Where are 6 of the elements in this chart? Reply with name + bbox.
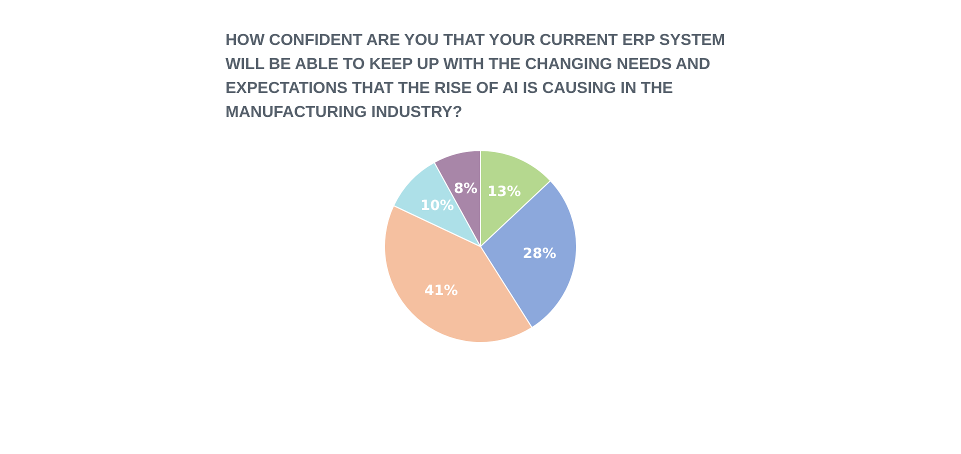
data-label: 28%	[522, 246, 556, 262]
data-label: 13%	[487, 184, 521, 200]
chart-title: HOW CONFIDENT ARE YOU THAT YOUR CURRENT ERP SYSTEM WILL BE ABLE TO KEEP UP WITH THE CHANGING NEEDS AND EXPECTATIONS THAT THE RISE OF AI IS CAUSING IN THE MANUFACTURING INDUSTRY?	[226, 32, 726, 121]
data-label: 41%	[424, 283, 458, 300]
data-label: 8%	[454, 180, 478, 197]
data-label: 10%	[420, 198, 454, 214]
